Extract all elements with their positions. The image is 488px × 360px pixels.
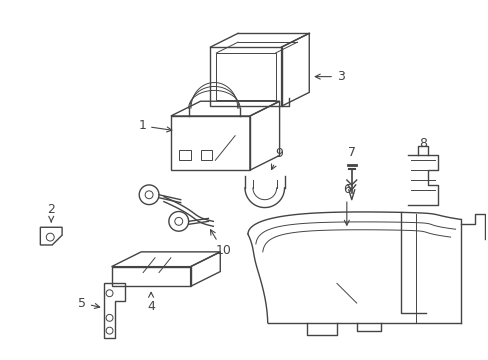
Text: 9: 9	[271, 147, 283, 170]
Text: 2: 2	[47, 203, 55, 222]
Bar	[179, 150, 190, 160]
Text: 5: 5	[78, 297, 100, 310]
Text: 1: 1	[138, 120, 171, 132]
Text: 7: 7	[347, 146, 355, 159]
Text: 8: 8	[418, 137, 426, 150]
Bar	[200, 150, 212, 160]
Text: 6: 6	[342, 183, 350, 225]
Text: 4: 4	[147, 292, 155, 312]
Text: 3: 3	[315, 70, 344, 83]
Text: 10: 10	[210, 230, 231, 257]
